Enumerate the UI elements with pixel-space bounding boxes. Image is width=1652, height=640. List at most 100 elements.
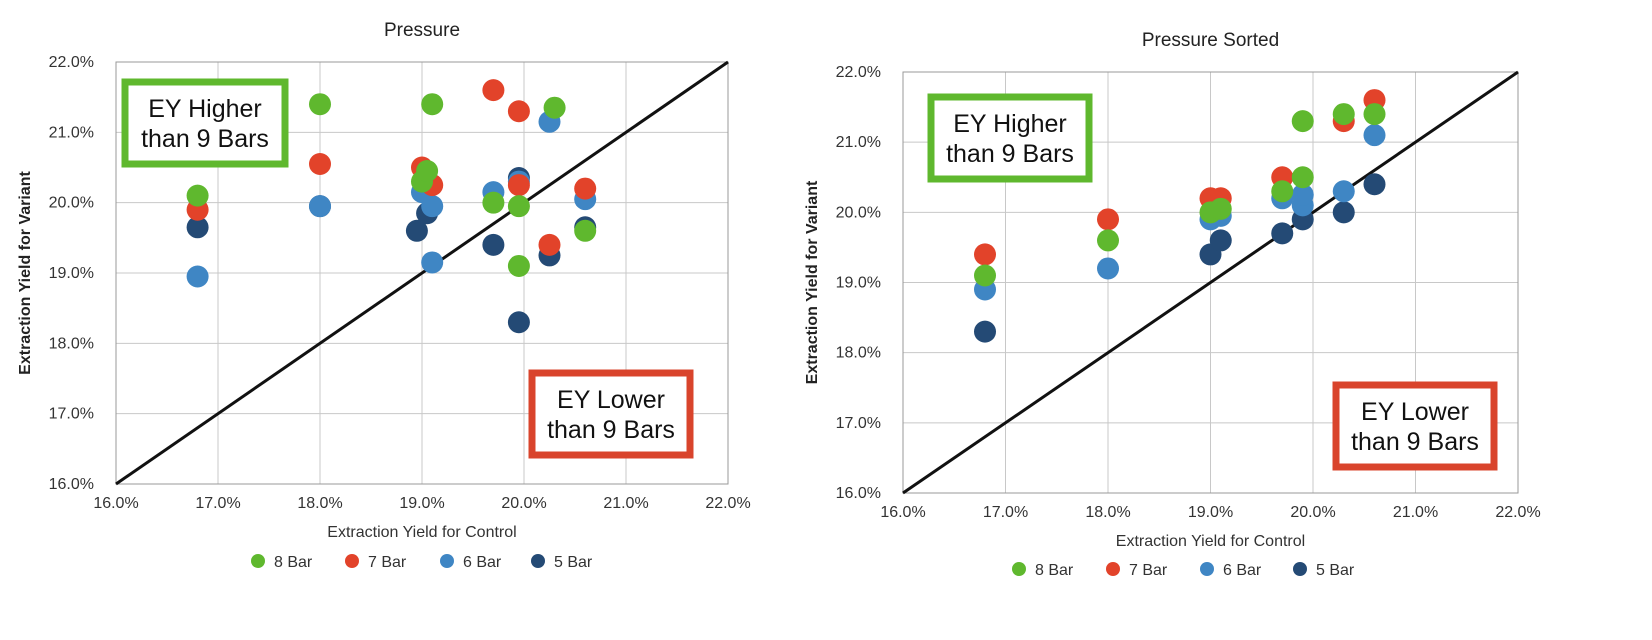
y-tick-label: 16.0%: [49, 476, 94, 493]
x-tick-label: 18.0%: [1085, 504, 1130, 521]
y-tick-label: 17.0%: [49, 406, 94, 423]
data-point: [507, 195, 530, 218]
legend-marker: [345, 554, 359, 568]
data-point: [974, 243, 996, 266]
data-point: [1332, 201, 1355, 224]
x-axis-label: Extraction Yield for Control: [1116, 533, 1305, 550]
x-tick-label: 21.0%: [603, 495, 648, 512]
data-point: [1332, 103, 1355, 126]
data-point: [421, 195, 444, 218]
chart-title: Pressure Sorted: [1142, 30, 1279, 51]
ey-higher-line1: EY Higher: [148, 95, 262, 123]
x-tick-label: 16.0%: [93, 495, 138, 512]
legend-marker: [1106, 562, 1120, 576]
chart-2: Pressure Sorted 16.0% 17.0% 18.0% 19.0% 20.0%…: [804, 30, 1541, 579]
data-point: [186, 184, 209, 207]
data-point: [421, 251, 444, 274]
ey-higher-box: [121, 78, 289, 168]
y-tick-label: 19.0%: [836, 275, 881, 292]
data-point: [482, 79, 505, 102]
series-8-bar: [974, 103, 1386, 287]
data-point: [309, 152, 331, 175]
data-point: [421, 93, 444, 116]
legend-label: 8 Bar: [1035, 562, 1074, 579]
data-point: [507, 254, 530, 277]
series-5-bar: [974, 173, 1386, 343]
plot-frame: [902, 71, 1519, 494]
x-tick-label: 20.0%: [501, 495, 546, 512]
ey-lower-box: [1332, 381, 1498, 471]
ey-higher-line2: than 9 Bars: [141, 125, 269, 153]
x-axis-label: Extraction Yield for Control: [327, 524, 516, 541]
data-point: [1097, 208, 1119, 231]
y-tick-label: 22.0%: [49, 54, 94, 71]
ey-lower-line1: EY Lower: [1361, 398, 1469, 426]
y-tick-label: 21.0%: [836, 134, 881, 151]
data-point: [1332, 180, 1355, 203]
data-point: [186, 265, 209, 288]
series-8-bar: [186, 93, 597, 277]
legend-marker: [1200, 562, 1214, 576]
y-tick-label: 22.0%: [836, 64, 881, 81]
ey-higher-box: [927, 93, 1093, 183]
plot-frame: [115, 61, 729, 485]
data-point: [1291, 110, 1314, 133]
data-point: [507, 174, 530, 197]
data-point: [974, 320, 996, 343]
chart-title: Pressure: [384, 20, 460, 41]
y-tick-label: 16.0%: [836, 485, 881, 502]
data-point: [1271, 222, 1294, 245]
legend-marker: [440, 554, 454, 568]
legend-marker: [1012, 562, 1026, 576]
x-tick-label: 19.0%: [1188, 504, 1233, 521]
data-point: [1363, 173, 1386, 196]
x-tick-label: 19.0%: [399, 495, 444, 512]
y-tick-label: 18.0%: [836, 345, 881, 362]
data-point: [574, 177, 597, 200]
legend-label: 6 Bar: [463, 554, 502, 571]
data-point: [1363, 103, 1386, 126]
legend-label: 5 Bar: [554, 554, 593, 571]
legend-label: 7 Bar: [368, 554, 407, 571]
legend-marker: [251, 554, 265, 568]
legend-label: 6 Bar: [1223, 562, 1262, 579]
legend-label: 8 Bar: [274, 554, 313, 571]
legend-label: 5 Bar: [1316, 562, 1355, 579]
data-point: [507, 100, 530, 123]
legend-marker: [1293, 562, 1307, 576]
data-point: [1097, 229, 1119, 252]
data-point: [186, 216, 209, 239]
y-tick-label: 20.0%: [836, 204, 881, 221]
y-tick-label: 18.0%: [49, 335, 94, 352]
data-point: [1209, 197, 1232, 220]
y-tick-label: 20.0%: [49, 195, 94, 212]
x-tick-label: 22.0%: [705, 495, 750, 512]
data-point: [1271, 180, 1294, 203]
x-tick-label: 16.0%: [880, 504, 925, 521]
reference-line: [115, 60, 729, 486]
ey-lower-box: [528, 369, 694, 459]
x-tick-label: 17.0%: [983, 504, 1028, 521]
chart-1: Pressure 16.0% 17.0% 18.0% 19.0% 20.0% 21.0% 22…: [17, 20, 751, 571]
data-point: [974, 264, 996, 287]
ey-lower-line2: than 9 Bars: [547, 416, 675, 444]
ey-higher-line2: than 9 Bars: [946, 140, 1074, 168]
y-tick-label: 21.0%: [49, 124, 94, 141]
data-point: [1363, 124, 1386, 147]
data-point: [1291, 183, 1314, 206]
data-point: [574, 219, 597, 242]
data-point: [1097, 257, 1119, 280]
data-point: [507, 311, 530, 334]
x-tick-label: 21.0%: [1393, 504, 1438, 521]
x-tick-label: 22.0%: [1495, 504, 1540, 521]
ey-lower-line1: EY Lower: [557, 386, 665, 414]
data-point: [416, 160, 439, 183]
x-tick-label: 20.0%: [1290, 504, 1335, 521]
y-tick-label: 17.0%: [836, 415, 881, 432]
reference-line: [902, 70, 1519, 495]
data-point: [538, 233, 561, 256]
data-point: [405, 219, 428, 242]
data-point: [482, 233, 505, 256]
ey-higher-line1: EY Higher: [953, 110, 1067, 138]
y-axis-label: Extraction Yield for Variant: [17, 171, 34, 375]
